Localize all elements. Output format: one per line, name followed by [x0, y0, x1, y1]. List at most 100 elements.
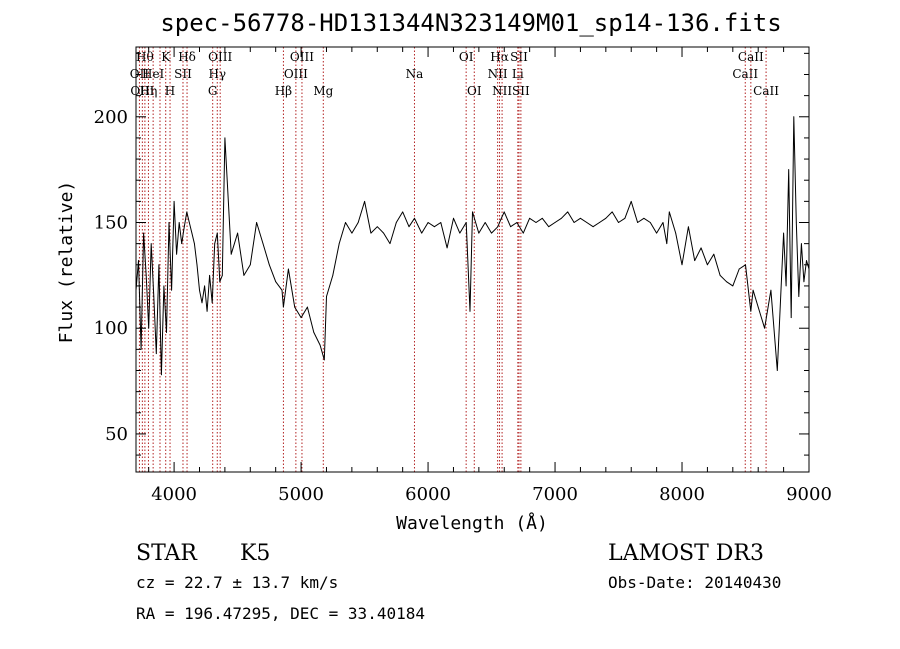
spectrum-point — [421, 232, 423, 234]
spectrum-point — [453, 217, 454, 219]
spectrum-point — [750, 310, 752, 312]
spectrum-point — [237, 232, 238, 234]
spectrum-point — [204, 285, 205, 287]
spectrum-point — [188, 222, 190, 223]
spectrum-point — [770, 289, 772, 291]
spectrum-point — [497, 226, 499, 228]
spectrum-point — [440, 222, 442, 223]
line-marker-label: G — [208, 84, 218, 98]
spectrum-point — [262, 243, 264, 245]
y-tick-label: 150 — [94, 212, 128, 233]
spectrum-point — [402, 211, 404, 213]
spectrum-point — [148, 327, 150, 329]
spectrum-point — [757, 306, 759, 308]
spectrum-point — [656, 232, 658, 234]
line-marker-label: Li — [512, 67, 524, 81]
plot-frame — [135, 46, 810, 473]
spectrum-point — [446, 247, 448, 249]
spectrum-point — [194, 243, 195, 245]
spectrum-point — [268, 264, 270, 266]
spectrum-point — [408, 226, 410, 228]
y-tick-label: 200 — [94, 107, 128, 128]
redshift-info: cz = 22.7 ± 13.7 km/s — [136, 573, 338, 592]
spectrum-point — [243, 274, 245, 276]
spectrum-point — [719, 274, 721, 276]
spectrum-point — [364, 200, 365, 202]
spectrum-point — [535, 222, 537, 223]
x-tick-label: 4000 — [151, 484, 197, 505]
spectrum-point — [469, 310, 471, 312]
x-tick-label: 7000 — [532, 484, 578, 505]
spectrum-point — [788, 169, 790, 171]
spectrum-point — [214, 243, 216, 245]
line-marker-label: Hα — [490, 50, 509, 64]
spectrum-point — [183, 226, 185, 228]
spectrum-point — [201, 302, 203, 304]
x-axis-label: Wavelength (Å) — [396, 512, 548, 534]
spectrum-point — [752, 289, 754, 291]
spectrum-point — [221, 274, 223, 276]
spectrum-point — [370, 232, 372, 234]
spectrum-point — [332, 274, 334, 276]
spectrum-point — [666, 243, 668, 245]
spectrum-point — [499, 222, 500, 223]
spectrum-point — [163, 285, 165, 287]
line-marker-label: OIII — [284, 67, 308, 81]
spectrum-line — [135, 116, 810, 376]
spectrum-point — [668, 211, 670, 213]
spectrum-point — [800, 243, 802, 245]
line-marker-label: OI — [467, 84, 482, 98]
y-axis-ticks: 50 100 150 200 — [94, 52, 809, 456]
x-axis-ticks: 4000 5000 6000 7000 8000 9000 — [148, 47, 832, 505]
spectrum-point — [323, 359, 325, 361]
line-marker-label: NII — [492, 84, 512, 98]
spectrum-point — [256, 222, 258, 223]
spectrum-point — [287, 268, 289, 270]
spectrum-point — [790, 317, 792, 319]
spectrum-point — [798, 296, 800, 297]
spectrum-point — [795, 222, 797, 223]
y-tick-label: 100 — [94, 318, 128, 339]
spectrum-point — [395, 222, 397, 223]
line-marker-label: SII — [512, 84, 530, 98]
spectrum-point — [206, 310, 208, 312]
spectrum-point — [567, 211, 569, 213]
spectrum-point — [171, 289, 172, 291]
spectrum-point — [357, 222, 359, 223]
line-marker-label: Hγ — [208, 67, 226, 81]
spectrum-point — [145, 274, 147, 276]
spectrum-point — [484, 222, 486, 223]
spectrum-point — [806, 260, 807, 261]
spectrum-point — [707, 264, 708, 266]
observation-date: Obs-Date: 20140430 — [608, 573, 781, 592]
spectrum-point — [630, 200, 632, 202]
spectrum-point — [573, 222, 575, 223]
spectrum-point — [345, 222, 346, 223]
spectrum-point — [326, 296, 327, 297]
line-marker-label: Mg — [313, 84, 333, 98]
spectrum-point — [764, 327, 765, 329]
spectrum-point — [168, 222, 170, 223]
spectrum-point — [618, 222, 619, 223]
spectrum-point — [173, 200, 175, 202]
spectrum-point — [554, 222, 556, 223]
spectrum-series — [135, 116, 810, 376]
spectrum-point — [313, 332, 315, 333]
line-marker-label: HeI — [142, 67, 165, 81]
spectrum-point — [643, 217, 645, 219]
spectrum-point — [155, 353, 157, 354]
spectrum-point — [196, 264, 198, 266]
line-marker-label: Hη — [140, 84, 158, 98]
spectrum-point — [738, 268, 740, 270]
spectrum-point — [694, 260, 696, 261]
spectrum-point — [675, 232, 677, 234]
spectrum-point — [687, 226, 689, 228]
spectrum-point — [605, 217, 607, 219]
spectrum-point — [793, 116, 795, 118]
line-marker-label: NII — [488, 67, 508, 81]
spectrum-point — [307, 306, 308, 308]
spectrum-point — [472, 211, 473, 213]
line-marker-label: OIII — [208, 50, 232, 64]
spectrum-point — [713, 253, 715, 255]
line-marker-label: Hθ — [136, 50, 154, 64]
